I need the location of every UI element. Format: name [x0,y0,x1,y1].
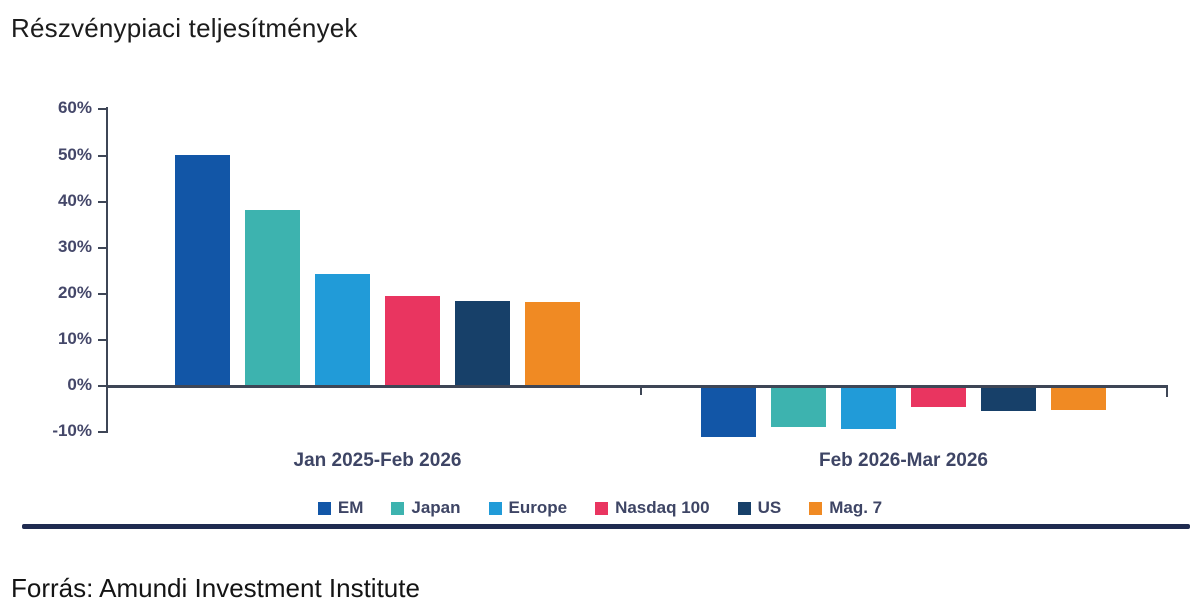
bar-japan [245,209,300,385]
bar-nasdaq-100 [385,296,440,385]
bar-us [981,388,1036,412]
category-label: Feb 2026-Mar 2026 [819,450,988,471]
bar-em [701,388,756,438]
y-tick-label: 0% [67,375,92,394]
source-line: Forrás: Amundi Investment Institute [11,573,420,603]
y-tick-mark [98,292,106,295]
y-tick-mark [98,246,106,249]
legend-item-em: EM [317,498,364,518]
bar-us [455,301,510,385]
legend-label: US [757,498,782,517]
legend-label: Mag. 7 [829,498,883,517]
legend-label: Nasdaq 100 [615,498,710,517]
legend-item-nasdaq-100: Nasdaq 100 [595,498,710,518]
legend-item-mag-7: Mag. 7 [809,498,882,518]
legend-swatch-icon [595,501,609,515]
legend: EM Japan Europe Nasdaq 100 US Mag. 7 [0,498,1200,518]
bar-mag-7 [525,302,580,385]
y-tick-mark [98,200,106,203]
y-tick-mark [98,338,106,341]
legend-swatch-icon [317,501,331,515]
bar-nasdaq-100 [911,388,966,407]
y-tick-mark [98,431,106,434]
legend-label: EM [337,498,364,517]
bar-em [175,154,230,385]
legend-item-europe: Europe [488,498,568,518]
y-tick-mark [98,154,106,157]
chart-title: Részvénypiaci teljesítmények [11,13,358,43]
legend-swatch-icon [737,501,751,515]
legend-swatch-icon [809,501,823,515]
legend-label: Europe [508,498,568,517]
y-tick-mark [98,385,106,387]
legend-item-us: US [737,498,782,518]
y-tick-label: 20% [57,282,92,302]
legend-swatch-icon [488,501,502,515]
x-tick-mark [640,388,642,395]
legend-swatch-icon [391,501,405,515]
y-tick-mark [98,108,106,111]
x-axis-zero-line [106,385,1168,388]
category-label: Jan 2025-Feb 2026 [293,450,462,471]
legend-label: Japan [411,498,461,517]
y-tick-label: 40% [57,190,92,210]
bar-europe [841,388,896,430]
y-tick-label: 60% [57,98,92,118]
y-tick-label: 50% [57,144,92,164]
y-tick-label: 30% [57,236,92,256]
bar-japan [771,388,826,427]
y-tick-label: 10% [57,328,92,348]
legend-item-japan: Japan [391,498,461,518]
y-tick-label: -10% [52,421,92,441]
y-axis-line [106,107,108,433]
bar-europe [315,274,370,385]
x-tick-mark [1166,388,1168,397]
bar-mag-7 [1051,388,1106,410]
divider-line [22,524,1190,529]
